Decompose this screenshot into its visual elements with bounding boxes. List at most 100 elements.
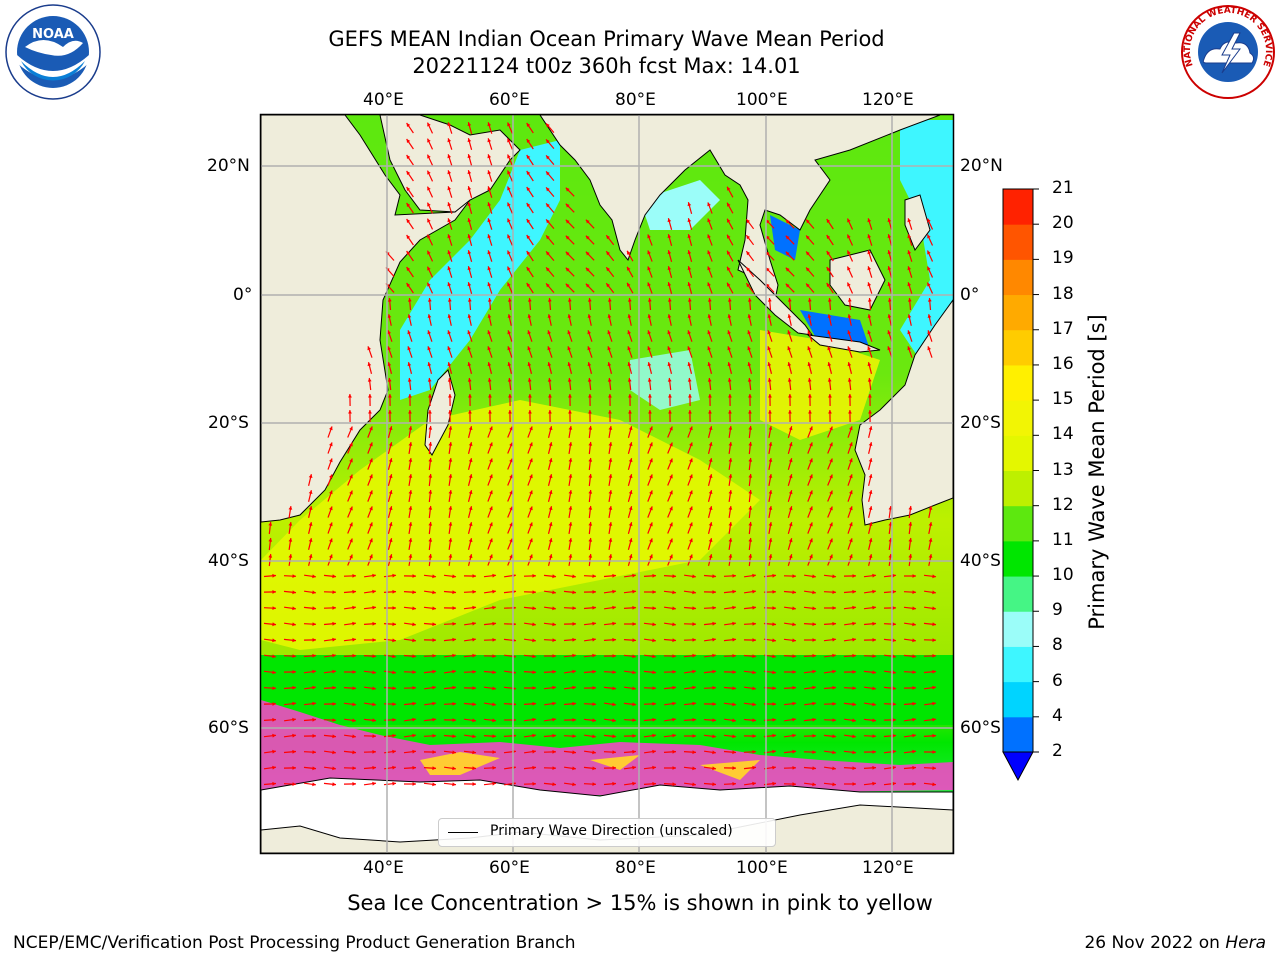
wave-arrow-head (669, 490, 673, 495)
wave-arrow-head (452, 653, 456, 658)
wave-arrow-head (407, 362, 412, 367)
wave-arrow-head (452, 750, 456, 755)
wave-arrow-head (372, 654, 376, 659)
wave-arrow-head (752, 781, 756, 786)
wave-arrow-head (892, 606, 896, 610)
wave-arrow-head (848, 410, 852, 414)
wave-arrow-head (427, 282, 431, 287)
colorbar-tick-label: 15 (1052, 389, 1074, 410)
wave-arrow-head (892, 718, 896, 722)
wave-arrow-head (812, 653, 816, 658)
footer-credit: NCEP/EMC/Verification Post Processing Pr… (13, 933, 576, 953)
wave-arrow-head (572, 669, 576, 674)
wave-arrow-head (332, 766, 336, 771)
wave-arrow-head (848, 394, 852, 398)
wave-arrow-head (932, 590, 936, 595)
wave-arrow-head (292, 749, 296, 754)
wave-arrow-head (509, 538, 513, 543)
wave-arrow-head (527, 330, 531, 335)
wave-arrow-head (788, 538, 793, 543)
wave-arrow-head (588, 554, 593, 558)
wave-arrow-head (472, 621, 476, 626)
wave-arrow-head (452, 669, 456, 674)
wave-arrow-head (552, 622, 556, 627)
wave-arrow-head (632, 781, 636, 786)
wave-arrow-head (728, 474, 733, 478)
wave-arrow-head (507, 378, 512, 382)
wave-arrow-head (272, 733, 276, 738)
wave-arrow-head (867, 378, 872, 382)
wave-arrow-head (712, 685, 716, 690)
wave-arrow-head (349, 506, 353, 511)
wave-arrow-head (452, 782, 456, 787)
wave-arrow-head (467, 282, 472, 287)
wave-arrow-head (467, 298, 472, 302)
wave-arrow-head (472, 782, 476, 786)
wave-arrow-head (809, 474, 813, 479)
wave-arrow-head (767, 314, 772, 318)
wave-arrow-head (692, 653, 696, 658)
wave-arrow-head (672, 685, 676, 690)
wave-arrow-head (712, 782, 716, 787)
wave-arrow-head (412, 733, 416, 738)
wave-arrow-head (627, 250, 631, 255)
wave-arrow-head (652, 573, 656, 578)
wave-arrow-head (592, 605, 596, 610)
colorbar-tick-label: 20 (1052, 213, 1074, 234)
wave-arrow-head (392, 781, 396, 786)
wave-arrow-head (747, 346, 751, 351)
wave-arrow-head (529, 506, 533, 511)
wave-arrow-head (272, 654, 276, 659)
wave-arrow-head (872, 718, 876, 723)
legend-label: Primary Wave Direction (unscaled) (490, 823, 733, 839)
wave-arrow-head (928, 554, 933, 558)
wave-arrow-head (807, 330, 811, 335)
wave-arrow-head (887, 218, 892, 223)
lon-tick-top-80: 80°E (615, 90, 656, 110)
wave-arrow-head (428, 474, 433, 478)
wave-arrow-head (548, 410, 552, 414)
wave-arrow-head (672, 766, 676, 770)
wave-arrow-head (667, 378, 672, 382)
wave-arrow-head (752, 654, 756, 659)
wave-arrow-head (752, 670, 756, 675)
wave-arrow-head (907, 282, 912, 287)
wave-arrow-head (272, 638, 276, 643)
wave-arrow-head (912, 717, 916, 722)
wave-arrow-head (932, 750, 936, 754)
wave-arrow-head (507, 282, 511, 287)
wave-arrow-head (712, 574, 716, 579)
wave-arrow-head (489, 442, 493, 447)
wave-arrow-head (547, 346, 551, 351)
wave-arrow-head (608, 506, 613, 510)
low-period-zone-pacific (900, 120, 953, 360)
wave-arrow-head (447, 138, 452, 143)
wave-arrow-head (768, 554, 773, 558)
wave-arrow-head (487, 234, 492, 239)
wave-arrow-head (832, 718, 836, 722)
wave-arrow-head (588, 506, 593, 510)
wave-arrow-head (707, 234, 711, 239)
wave-arrow-head (667, 234, 672, 239)
wave-arrow-head (412, 749, 416, 754)
wave-arrow-head (329, 442, 333, 447)
wave-arrow-head (329, 490, 333, 495)
wave-arrow-head (927, 282, 931, 287)
wave-arrow-head (329, 458, 333, 463)
wave-arrow-head (329, 474, 333, 479)
land-arabia (379, 115, 521, 213)
wave-arrow-head (912, 638, 916, 643)
wave-arrow-head (507, 138, 511, 143)
wave-arrow-head (608, 442, 613, 446)
wave-arrow-head (367, 346, 371, 351)
wave-arrow-head (552, 574, 556, 579)
wave-arrow-head (489, 554, 493, 559)
wave-arrow-head (868, 410, 872, 414)
wave-arrow-head (732, 605, 736, 610)
wave-arrow-head (687, 330, 691, 335)
wave-arrow-head (572, 782, 576, 787)
wave-arrow-head (492, 589, 496, 594)
wave-arrow-head (412, 606, 416, 611)
wave-arrow-head (468, 538, 473, 543)
wave-arrow-head (628, 554, 633, 559)
